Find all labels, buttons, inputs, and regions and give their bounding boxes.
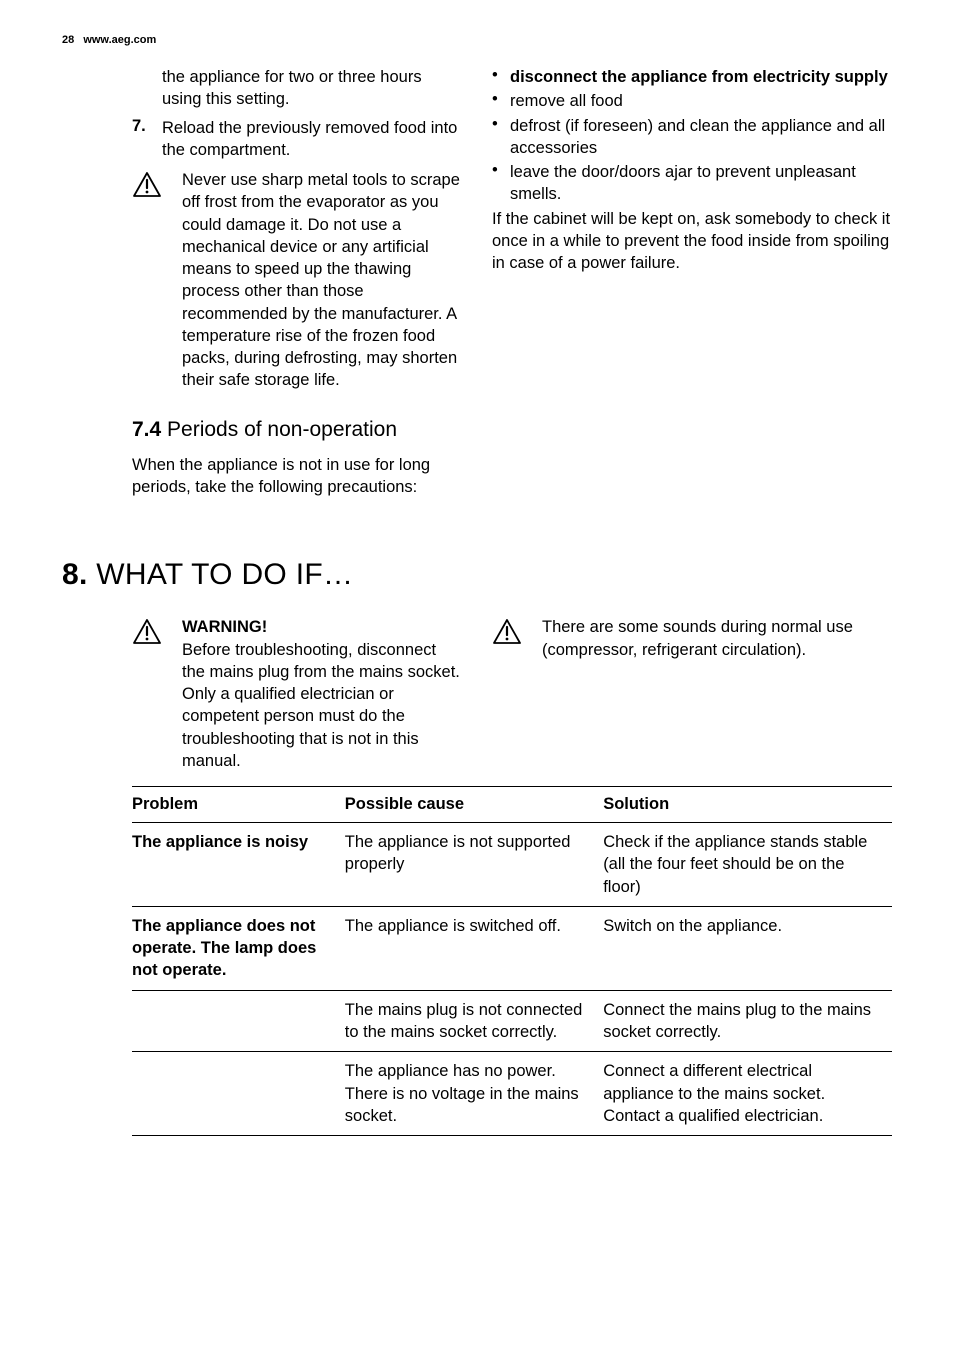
section-8-left: WARNING! Before troubleshooting, disconn… <box>62 616 462 772</box>
cell-solution: Switch on the appliance. <box>603 906 892 990</box>
bullet-list: •disconnect the appliance from electrici… <box>492 66 892 206</box>
page-header: 28 www.aeg.com <box>62 34 892 46</box>
cell-solution: Check if the appliance stands stable (al… <box>603 823 892 907</box>
warning-body: Before troubleshooting, disconnect the m… <box>182 641 460 770</box>
cell-problem <box>132 1052 345 1136</box>
section-8-columns: WARNING! Before troubleshooting, disconn… <box>62 616 892 772</box>
warning-block-troubleshoot: WARNING! Before troubleshooting, disconn… <box>132 616 462 772</box>
cell-cause: The appliance is not supported properly <box>345 823 603 907</box>
list-item: •defrost (if foreseen) and clean the app… <box>492 115 892 160</box>
bullet-icon: • <box>492 66 510 88</box>
upper-columns: the appliance for two or three hours usi… <box>62 66 892 498</box>
section-8-heading: WHAT TO DO IF… <box>88 558 354 591</box>
list-item-text: defrost (if foreseen) and clean the appl… <box>510 115 892 160</box>
warning-icon <box>132 616 164 651</box>
warning-text: Never use sharp metal tools to scrape of… <box>182 169 462 392</box>
cell-cause: The mains plug is not connected to the m… <box>345 990 603 1052</box>
right-after-paragraph: If the cabinet will be kept on, ask some… <box>492 208 892 275</box>
table-row: The appliance is noisyThe appliance is n… <box>132 823 892 907</box>
right-column: •disconnect the appliance from electrici… <box>492 66 892 498</box>
cell-solution: Connect the mains plug to the mains sock… <box>603 990 892 1052</box>
list-item-text: remove all food <box>510 90 623 112</box>
warning-block-sounds: There are some sounds during normal use … <box>492 616 892 661</box>
left-column: the appliance for two or three hours usi… <box>62 66 462 498</box>
subheading-title: Periods of non-operation <box>161 418 397 441</box>
warning-block-frost: Never use sharp metal tools to scrape of… <box>132 169 462 392</box>
subheading-number: 7.4 <box>132 418 161 441</box>
list-item: •remove all food <box>492 90 892 112</box>
bullet-icon: • <box>492 115 510 160</box>
bullet-icon: • <box>492 90 510 112</box>
troubleshoot-table: Problem Possible cause Solution The appl… <box>132 786 892 1136</box>
step-number: 7. <box>132 117 162 162</box>
cell-solution: Connect a different electrical appliance… <box>603 1052 892 1136</box>
warning-title: WARNING! <box>182 618 267 636</box>
section-8-right: There are some sounds during normal use … <box>492 616 892 772</box>
list-item: •disconnect the appliance from electrici… <box>492 66 892 88</box>
subheading-7-4-para: When the appliance is not in use for lon… <box>132 454 462 499</box>
cell-problem: The appliance does not operate. The lamp… <box>132 906 345 990</box>
warning-text: There are some sounds during normal use … <box>542 616 892 661</box>
continuation-paragraph: the appliance for two or three hours usi… <box>162 66 462 111</box>
table-header-problem: Problem <box>132 787 345 823</box>
table-row: The appliance has no power. There is no … <box>132 1052 892 1136</box>
bullet-icon: • <box>492 161 510 206</box>
warning-icon <box>492 616 524 651</box>
table-row: The mains plug is not connected to the m… <box>132 990 892 1052</box>
list-item: •leave the door/doors ajar to prevent un… <box>492 161 892 206</box>
header-url: www.aeg.com <box>83 34 156 46</box>
section-8-title: 8. WHAT TO DO IF… <box>62 558 892 592</box>
cell-problem <box>132 990 345 1052</box>
list-item-text: disconnect the appliance from electricit… <box>510 66 888 88</box>
section-8-number: 8. <box>62 558 88 591</box>
table-header-cause: Possible cause <box>345 787 603 823</box>
subheading-7-4: 7.4 Periods of non-operation <box>132 418 462 442</box>
cell-problem: The appliance is noisy <box>132 823 345 907</box>
step-7: 7. Reload the previously removed food in… <box>132 117 462 162</box>
warning-icon <box>132 169 164 392</box>
table-header-row: Problem Possible cause Solution <box>132 787 892 823</box>
cell-cause: The appliance is switched off. <box>345 906 603 990</box>
cell-cause: The appliance has no power. There is no … <box>345 1052 603 1136</box>
step-text: Reload the previously removed food into … <box>162 117 462 162</box>
page-number: 28 <box>62 34 74 46</box>
table-row: The appliance does not operate. The lamp… <box>132 906 892 990</box>
list-item-text: leave the door/doors ajar to prevent unp… <box>510 161 892 206</box>
table-header-solution: Solution <box>603 787 892 823</box>
warning-text: WARNING! Before troubleshooting, disconn… <box>182 616 462 772</box>
